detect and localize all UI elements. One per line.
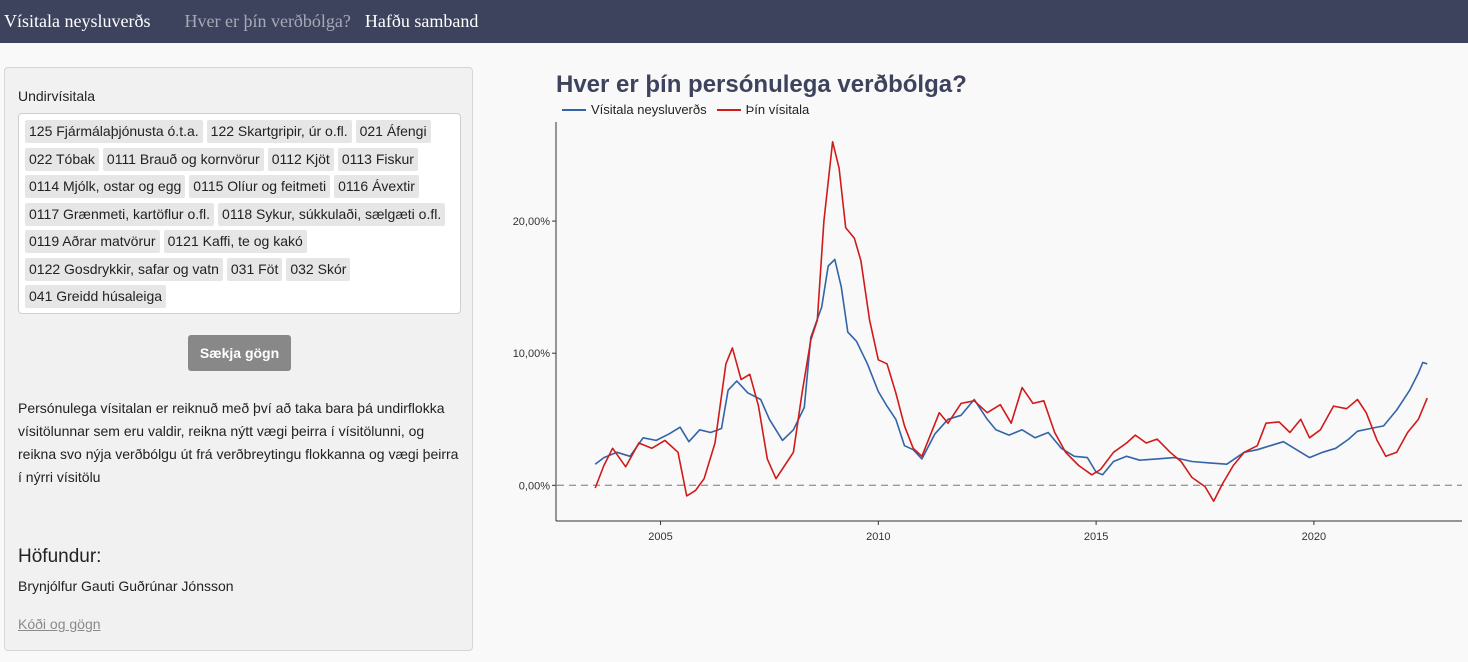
- selected-subindex-tag[interactable]: 041 Greidd húsaleiga: [25, 285, 167, 308]
- selected-subindex-tag[interactable]: 122 Skartgripir, úr o.fl.: [206, 120, 352, 143]
- description-text: Persónulega vísitalan er reiknuð með því…: [18, 400, 459, 485]
- selected-subindex-tag[interactable]: 0113 Fiskur: [337, 147, 418, 171]
- x-tick-label: 2020: [1302, 531, 1326, 543]
- tag-row: 0114 Mjólk, ostar og egg 0115 Olíur og fe…: [25, 175, 460, 203]
- chart-legend: Vísitala neysluverðs Þín vísitala: [562, 102, 819, 117]
- x-tick-label: 2005: [648, 531, 672, 543]
- selected-subindex-tag[interactable]: 0114 Mjólk, ostar og egg: [25, 175, 186, 198]
- selected-subindex-tag[interactable]: 0112 Kjöt: [267, 147, 334, 171]
- chart-title: Hver er þín persónulega verðbólga?: [556, 71, 967, 98]
- selected-subindex-tag[interactable]: 0118 Sykur, súkkulaði, sælgæti o.fl.: [218, 202, 446, 226]
- code-and-data-link[interactable]: Kóði og gögn: [18, 616, 101, 632]
- selected-subindex-tag[interactable]: 032 Skór: [286, 257, 351, 281]
- selected-subindex-tag[interactable]: 021 Áfengi: [355, 120, 431, 143]
- nav-tab-contact[interactable]: Hafðu samband: [364, 11, 479, 31]
- selected-subindex-tag[interactable]: 0121 Kaffi, te og kakó: [163, 230, 307, 253]
- legend-label-cpi: Vísitala neysluverðs: [591, 102, 707, 117]
- x-tick-label: 2010: [866, 531, 890, 543]
- navbar: Vísitala neysluverðs Hver er þín verðból…: [0, 0, 1468, 43]
- series-line-cpi: [594, 258, 1428, 476]
- legend-item-cpi: Vísitala neysluverðs: [562, 102, 707, 117]
- selected-subindex-tag[interactable]: 0117 Grænmeti, kartöflur o.fl.: [25, 202, 215, 226]
- y-tick-label: 10,00%: [513, 348, 551, 360]
- tag-row: 0122 Gosdrykkir, safar og vatn 031 Föt 032…: [25, 257, 460, 286]
- y-tick-label: 0,00%: [519, 480, 550, 492]
- selected-subindex-tag[interactable]: 0111 Brauð og kornvörur: [102, 147, 264, 171]
- selected-subindex-tag[interactable]: 0122 Gosdrykkir, safar og vatn: [25, 257, 223, 281]
- y-tick-label: 20,00%: [513, 216, 551, 228]
- author-heading: Höfundur:: [18, 546, 102, 567]
- subindex-label: Undirvísitala: [18, 88, 96, 104]
- author-name: Brynjólfur Gauti Guðrúnar Jónsson: [18, 578, 234, 594]
- tag-row: 041 Greidd húsaleiga: [25, 285, 460, 313]
- selected-subindex-tag[interactable]: 125 Fjármálaþjónusta ó.t.a.: [25, 120, 203, 143]
- tag-row: 125 Fjármálaþjónusta ó.t.a. 122 Skartgrip…: [25, 120, 460, 148]
- tag-row: 022 Tóbak 0111 Brauð og kornvörur 0112 Kjö…: [25, 147, 460, 176]
- subindex-multiselect[interactable]: 125 Fjármálaþjónusta ó.t.a. 122 Skartgrip…: [18, 113, 461, 314]
- legend-item-personal: Þín vísitala: [716, 102, 810, 117]
- legend-label-personal: Þín vísitala: [745, 102, 810, 117]
- selected-subindex-tag[interactable]: 022 Tóbak: [25, 147, 99, 171]
- sidebar-panel: Undirvísitala 125 Fjármálaþjónusta ó.t.a…: [4, 67, 473, 651]
- series-line-personal: [594, 141, 1428, 502]
- nav-brand[interactable]: Vísitala neysluverðs: [4, 11, 151, 31]
- x-tick-label: 2015: [1084, 531, 1108, 543]
- tag-row: 0117 Grænmeti, kartöflur o.fl. 0118 Sykur…: [25, 202, 460, 231]
- selected-subindex-tag[interactable]: 031 Föt: [226, 257, 283, 281]
- legend-swatch-personal: [716, 108, 741, 111]
- nav-tab-personal-inflation[interactable]: Hver er þín verðbólga?: [184, 11, 351, 31]
- selected-subindex-tag[interactable]: 0116 Ávextir: [334, 175, 419, 198]
- fetch-data-button[interactable]: Sækja gögn: [188, 335, 291, 371]
- legend-swatch-cpi: [562, 108, 586, 111]
- selected-subindex-tag[interactable]: 0119 Aðrar matvörur: [25, 230, 160, 253]
- selected-subindex-tag[interactable]: 0115 Olíur og feitmeti: [189, 175, 331, 198]
- tag-row: 0119 Aðrar matvörur 0121 Kaffi, te og kak…: [25, 230, 460, 258]
